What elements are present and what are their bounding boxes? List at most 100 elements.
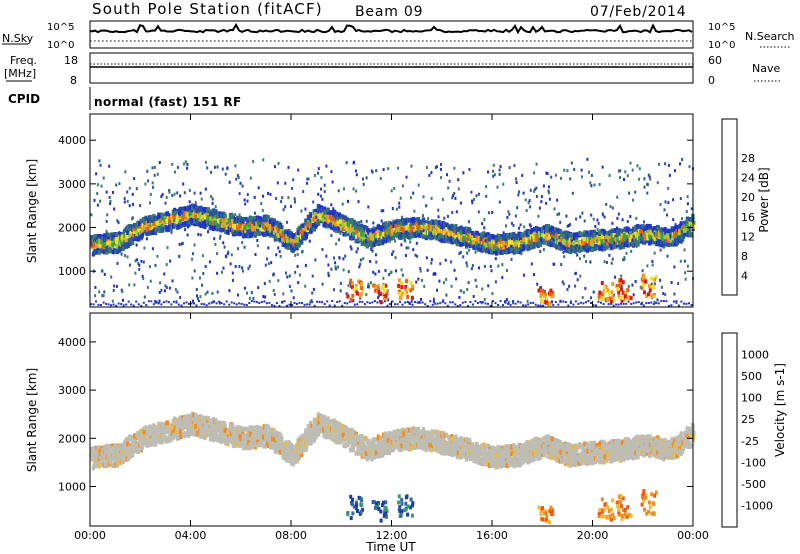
power-cell [398, 201, 401, 205]
power-cell [466, 288, 469, 291]
power-cell [579, 215, 582, 219]
power-cell [304, 284, 307, 288]
power-cell [532, 244, 536, 249]
power-cell [498, 234, 502, 239]
power-cell [519, 223, 522, 227]
power-cell [264, 263, 267, 267]
power-noise-cell [198, 300, 200, 303]
power-cell [176, 191, 179, 195]
power-cell [649, 177, 652, 181]
power-cell [349, 245, 352, 249]
power-cell [96, 192, 99, 195]
power-cell [148, 265, 151, 269]
power-cell [138, 263, 141, 267]
power-cell [532, 234, 536, 239]
power-noise-cell [280, 301, 283, 304]
power-cell [430, 261, 433, 265]
power-cell [344, 215, 348, 220]
power-cell [376, 233, 380, 238]
power-noise-cell [248, 302, 251, 304]
power-cell [228, 180, 231, 184]
power-cell [636, 238, 640, 243]
power-cell [391, 235, 395, 240]
power-cell [500, 245, 504, 251]
power-cell [160, 223, 164, 229]
power-cell [515, 177, 518, 181]
power-cell [269, 232, 272, 236]
power-cell [225, 225, 229, 230]
power-cell [496, 233, 500, 239]
power-cell [625, 231, 629, 237]
power-cell [216, 252, 219, 256]
power-cell [541, 228, 545, 233]
power-cell [290, 244, 294, 249]
power-patch-cell [606, 298, 610, 302]
power-noise-cell [283, 300, 286, 303]
power-cell [332, 217, 337, 223]
power-cell [228, 214, 232, 219]
power-cell [570, 161, 573, 165]
power-cell [610, 238, 614, 243]
power-cell [472, 236, 476, 242]
power-cell [658, 162, 660, 166]
power-cell [236, 225, 240, 231]
power-cell [143, 224, 147, 230]
power-cell [98, 159, 101, 163]
power-cell [294, 200, 296, 204]
power-noise-cell [685, 302, 688, 305]
power-cell [237, 293, 239, 297]
power-cell [352, 187, 355, 191]
power-cell [193, 219, 197, 224]
power-cell [333, 256, 335, 260]
power-cell [151, 247, 154, 251]
power-cell [424, 235, 428, 241]
power-noise-cell [512, 300, 515, 302]
power-noise-cell [494, 302, 497, 305]
power-cell [603, 215, 606, 219]
power-noise-cell [288, 303, 291, 306]
power-cell [145, 231, 149, 237]
power-cell [357, 225, 361, 231]
power-cell [407, 217, 411, 223]
power-noise-cell [175, 301, 178, 304]
power-cell [266, 257, 269, 261]
power-noise-cell [253, 300, 256, 303]
power-cell [274, 165, 276, 169]
power-cell [338, 256, 341, 260]
power-cell [666, 232, 670, 237]
power-cell [514, 246, 518, 252]
power-noise-cell [509, 303, 512, 306]
power-cell [634, 226, 638, 232]
power-cell [142, 232, 144, 236]
power-cell [522, 232, 526, 237]
power-cell [100, 247, 104, 253]
power-cell [94, 285, 97, 289]
power-patch-cell [351, 285, 354, 290]
power-cell [646, 225, 650, 230]
power-cell [151, 225, 155, 231]
power-cell [154, 300, 157, 303]
power-cell [641, 236, 645, 241]
power-noise-cell [190, 302, 193, 305]
power-cell [158, 223, 162, 229]
power-noise-cell [539, 304, 542, 307]
power-cell [462, 290, 465, 294]
power-patch-cell [616, 287, 620, 291]
power-cell [360, 220, 363, 223]
power-cell [285, 241, 289, 247]
power-cell [429, 228, 433, 233]
power-cell [384, 226, 388, 231]
power-cell [377, 296, 380, 300]
power-cell [437, 234, 441, 240]
power-noise-cell [469, 301, 472, 303]
power-cell [648, 175, 651, 179]
power-cell [128, 283, 131, 287]
power-cell [656, 181, 659, 185]
power-cell [675, 300, 678, 304]
power-cell [475, 284, 478, 288]
power-cell [199, 295, 202, 299]
power-cell [173, 222, 177, 227]
power-noise-cell [630, 302, 633, 305]
power-cell [489, 265, 492, 268]
